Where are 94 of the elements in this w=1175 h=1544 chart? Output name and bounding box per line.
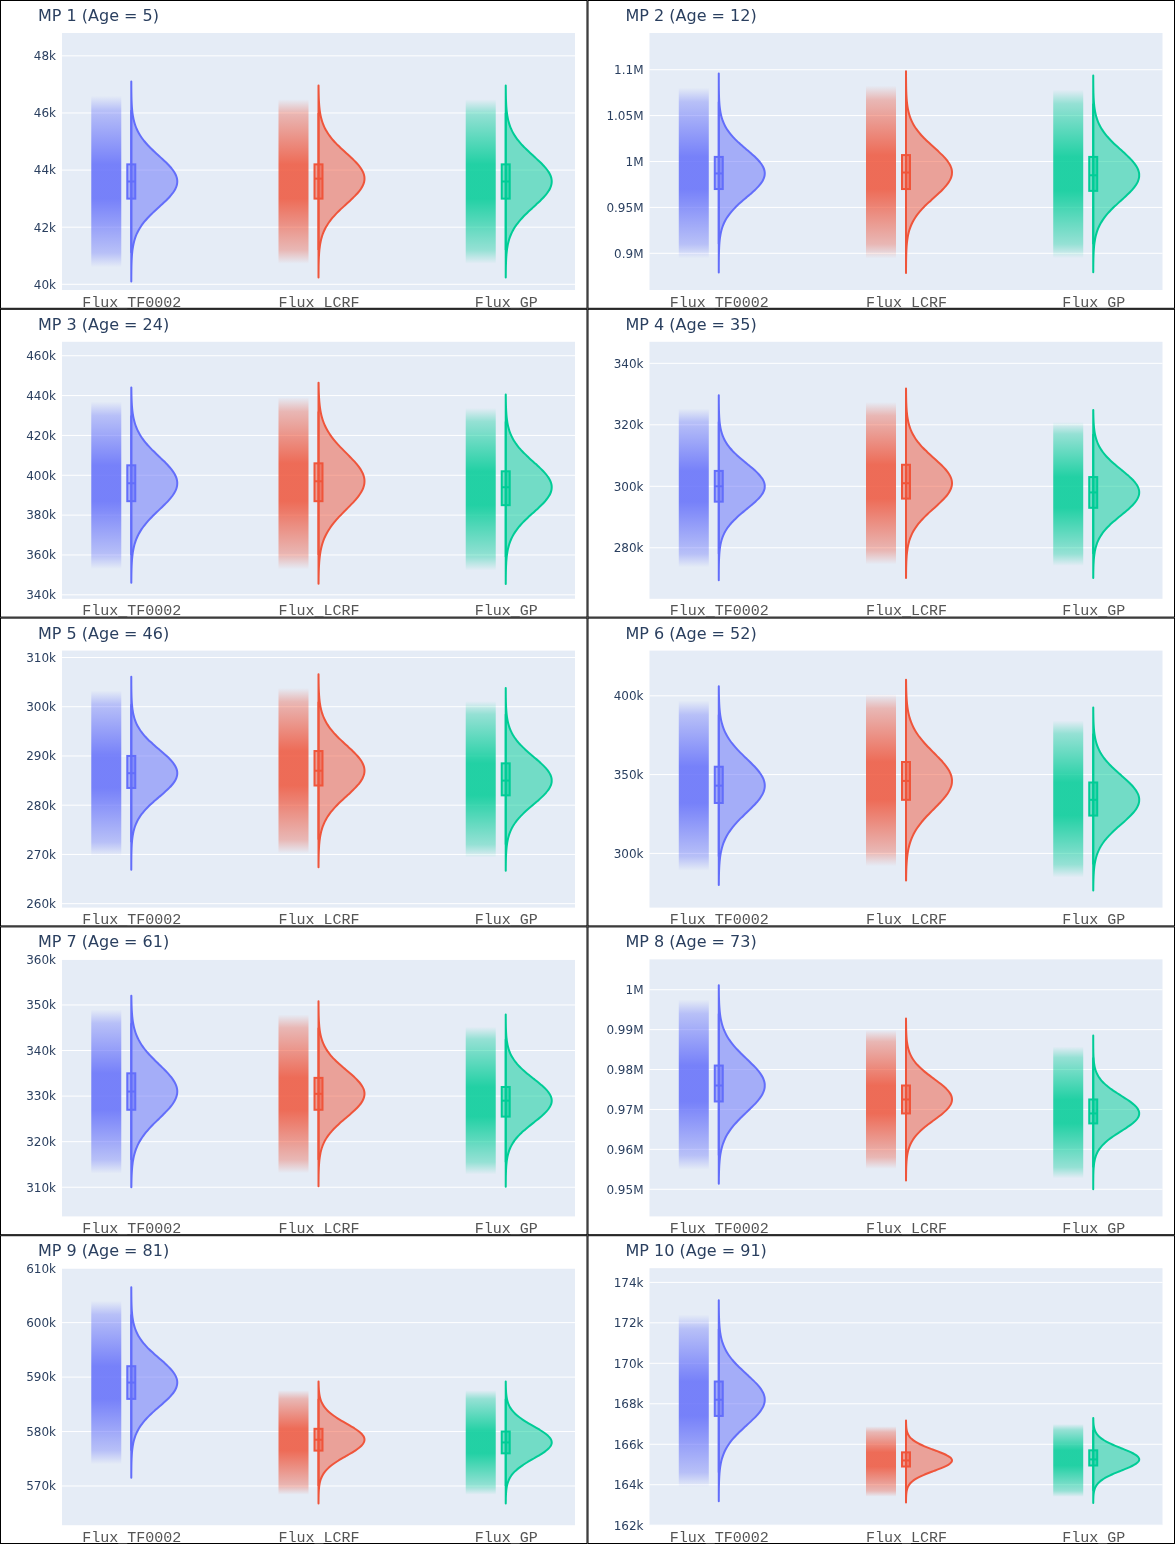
y-tick-label: 300k	[613, 846, 644, 861]
y-tick-label: 590k	[26, 1370, 57, 1385]
y-tick-label: 0.98M	[606, 1062, 644, 1077]
y-tick-label: 0.96M	[606, 1142, 644, 1157]
x-tick-label: Flux_TF0002	[82, 1221, 182, 1239]
chart-title: MP 1 (Age = 5)	[38, 6, 159, 25]
y-tick-label: 270k	[26, 847, 57, 862]
y-tick-label: 280k	[26, 798, 57, 813]
x-tick-label: Flux_GP	[474, 294, 538, 312]
y-tick-label: 162k	[613, 1518, 644, 1533]
y-tick-label: 0.95M	[606, 1182, 644, 1197]
y-tick-label: 360k	[26, 548, 57, 563]
y-tick-label: 174k	[613, 1275, 644, 1290]
x-tick-label: Flux_LCRF	[278, 294, 360, 312]
x-tick-label: Flux_LCRF	[865, 1221, 948, 1239]
y-tick-label: 350k	[613, 767, 644, 782]
x-tick-label: Flux_LCRF	[278, 1529, 360, 1544]
y-tick-label: 580k	[26, 1424, 57, 1439]
x-tick-label: Flux_GP	[1062, 1221, 1126, 1239]
x-tick-label: Flux_GP	[1062, 294, 1126, 312]
x-tick-label: Flux_LCRF	[865, 1529, 948, 1544]
x-tick-label: Flux_LCRF	[278, 603, 360, 621]
y-tick-label: 340k	[26, 588, 57, 603]
y-tick-label: 0.95M	[606, 200, 644, 215]
y-tick-label: 380k	[26, 508, 57, 523]
y-tick-label: 350k	[26, 998, 57, 1013]
x-tick-label: Flux_TF0002	[82, 294, 182, 312]
y-tick-label: 440k	[26, 388, 57, 403]
chart-title: MP 9 (Age = 81)	[38, 1241, 170, 1261]
chart-title: MP 3 (Age = 24)	[38, 314, 170, 334]
y-tick-label: 330k	[26, 1089, 57, 1104]
y-tick-label: 300k	[26, 700, 57, 715]
y-tick-label: 0.97M	[606, 1102, 644, 1117]
y-tick-label: 610k	[26, 1261, 57, 1276]
x-tick-label: Flux_LCRF	[865, 294, 948, 312]
y-tick-label: 460k	[26, 349, 57, 364]
y-tick-label: 340k	[26, 1043, 57, 1058]
y-tick-label: 300k	[613, 479, 644, 494]
x-tick-label: Flux_TF0002	[669, 1221, 769, 1239]
x-tick-label: Flux_TF0002	[82, 912, 182, 930]
chart-title: MP 6 (Age = 52)	[625, 623, 757, 643]
y-tick-label: 46k	[33, 106, 57, 121]
x-tick-label: Flux_LCRF	[278, 912, 360, 930]
x-tick-label: Flux_TF0002	[669, 1529, 769, 1544]
y-tick-label: 310k	[26, 650, 57, 665]
x-tick-label: Flux_TF0002	[82, 603, 182, 621]
y-tick-label: 166k	[613, 1437, 644, 1452]
y-tick-label: 42k	[33, 220, 57, 235]
x-tick-label: Flux_TF0002	[669, 294, 769, 312]
y-tick-label: 1M	[625, 154, 644, 169]
chart-title: MP 2 (Age = 12)	[625, 6, 757, 25]
chart-title: MP 8 (Age = 73)	[625, 932, 757, 952]
x-tick-label: Flux_TF0002	[669, 603, 769, 621]
x-tick-label: Flux_LCRF	[865, 912, 948, 930]
y-tick-label: 320k	[26, 1135, 57, 1150]
x-tick-label: Flux_GP	[474, 1221, 538, 1239]
y-tick-label: 290k	[26, 749, 57, 764]
chart-title: MP 4 (Age = 35)	[625, 314, 757, 334]
x-tick-label: Flux_TF0002	[82, 1529, 182, 1544]
y-tick-label: 420k	[26, 428, 57, 443]
y-tick-label: 600k	[26, 1315, 57, 1330]
y-tick-label: 1M	[625, 983, 644, 998]
x-tick-label: Flux_GP	[1062, 603, 1126, 621]
y-tick-label: 280k	[613, 541, 644, 556]
y-tick-label: 172k	[613, 1316, 644, 1331]
x-tick-label: Flux_GP	[1062, 912, 1126, 930]
y-tick-label: 400k	[26, 468, 57, 483]
y-tick-label: 1.1M	[614, 63, 644, 78]
y-tick-label: 44k	[33, 163, 57, 178]
y-tick-label: 400k	[613, 689, 644, 704]
y-tick-label: 0.99M	[606, 1022, 644, 1037]
x-tick-label: Flux_GP	[474, 603, 538, 621]
y-tick-label: 170k	[613, 1356, 644, 1371]
y-tick-label: 310k	[26, 1180, 57, 1195]
chart-title: MP 10 (Age = 91)	[625, 1241, 767, 1261]
y-tick-label: 1.05M	[606, 108, 644, 123]
y-tick-label: 168k	[613, 1397, 644, 1412]
chart-title: MP 5 (Age = 46)	[38, 623, 170, 643]
y-tick-label: 0.9M	[614, 246, 644, 261]
x-tick-label: Flux_GP	[474, 1529, 538, 1544]
x-tick-label: Flux_TF0002	[669, 912, 769, 930]
x-tick-label: Flux_GP	[1062, 1529, 1126, 1544]
y-tick-label: 260k	[26, 897, 57, 911]
chart-title: MP 7 (Age = 61)	[38, 932, 170, 952]
y-tick-label: 360k	[26, 952, 57, 967]
y-tick-label: 570k	[26, 1479, 57, 1494]
x-tick-label: Flux_LCRF	[865, 603, 948, 621]
x-tick-label: Flux_LCRF	[278, 1221, 360, 1239]
y-tick-label: 164k	[613, 1478, 644, 1493]
x-tick-label: Flux_GP	[474, 912, 538, 930]
y-tick-label: 40k	[33, 277, 57, 292]
y-tick-label: 340k	[613, 356, 644, 371]
y-tick-label: 320k	[613, 418, 644, 433]
y-tick-label: 48k	[33, 49, 57, 64]
